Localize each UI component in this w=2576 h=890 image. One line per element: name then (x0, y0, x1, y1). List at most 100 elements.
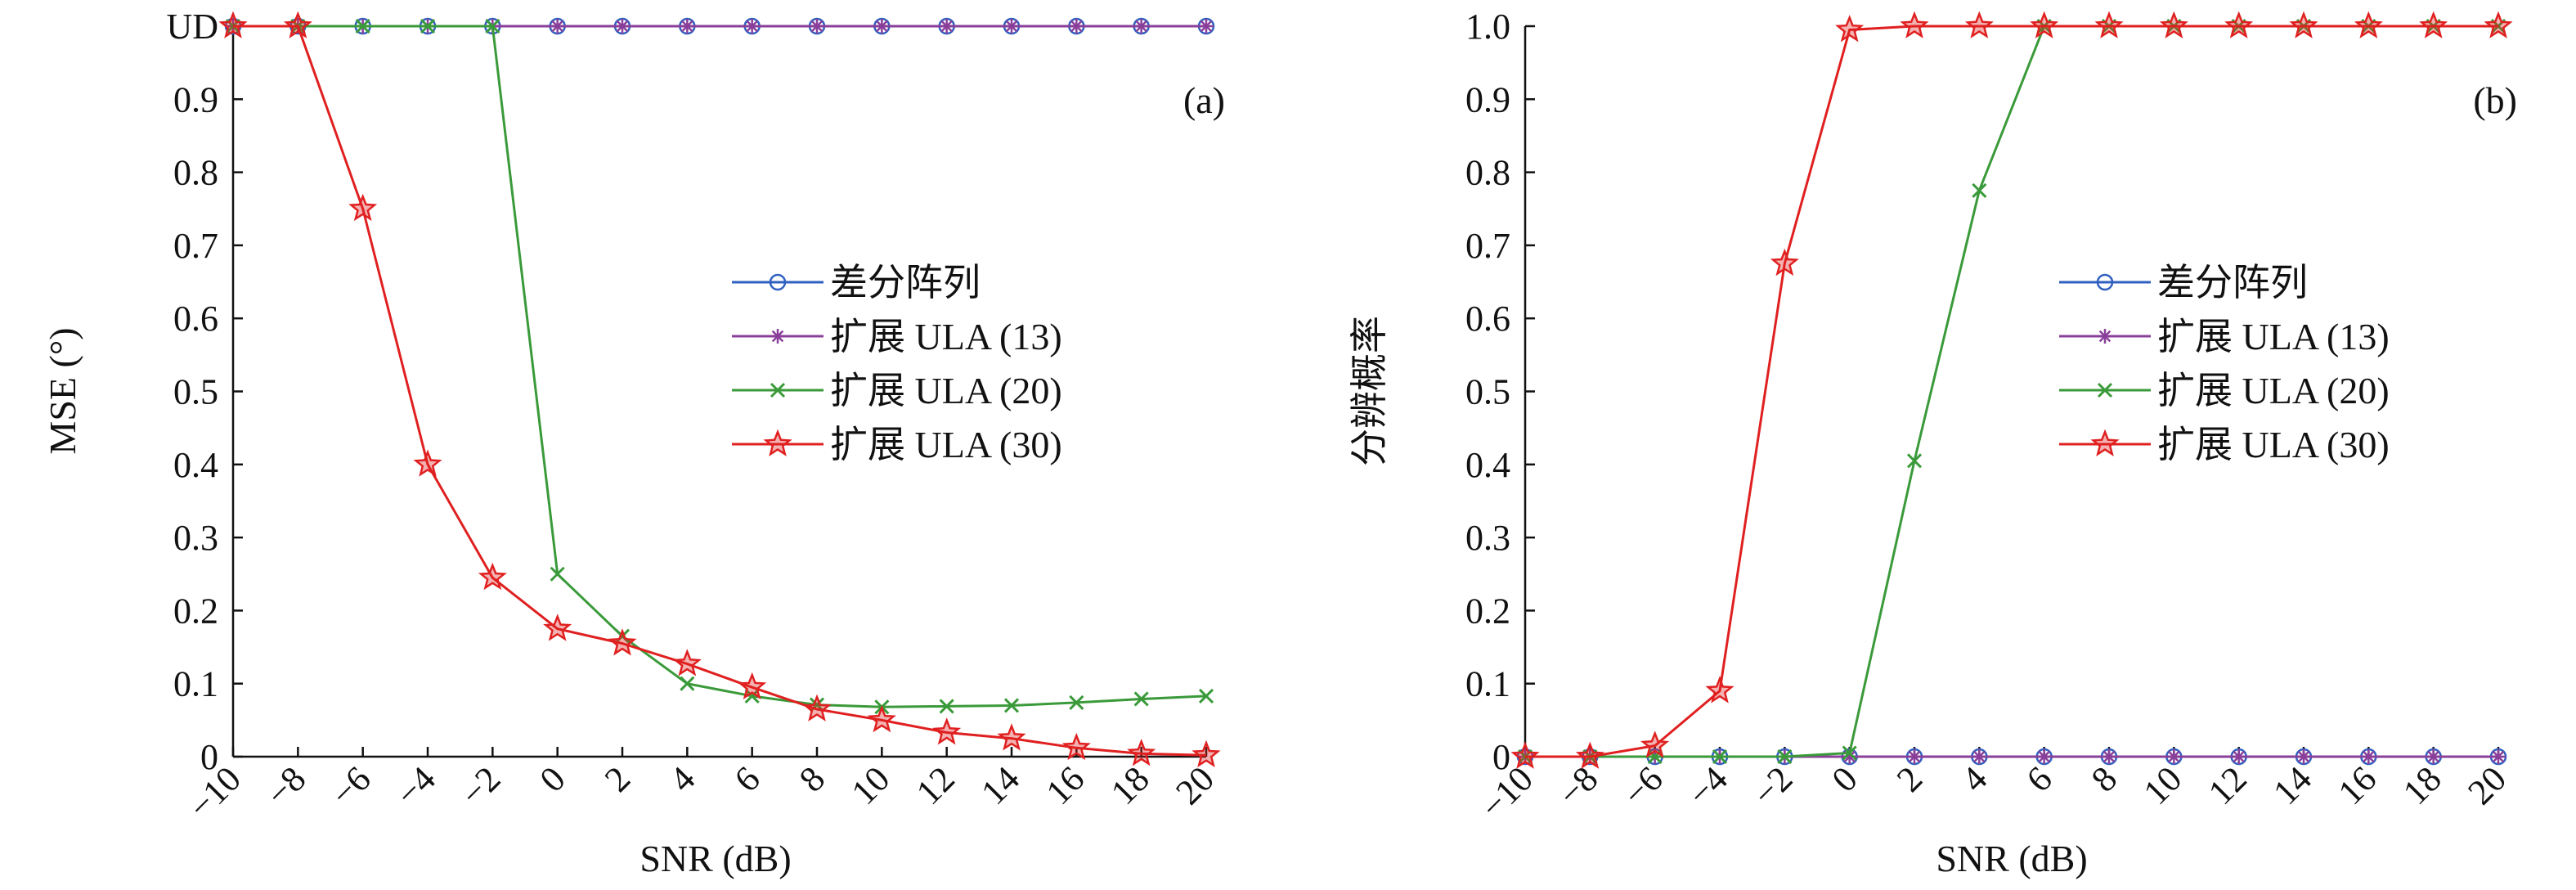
y-tick-label: 0.5 (173, 372, 218, 412)
x-tick-label: 16 (1039, 758, 1093, 812)
legend-marker (2090, 429, 2120, 456)
legend-marker (2098, 329, 2112, 344)
data-point (2289, 11, 2318, 38)
data-point (283, 11, 312, 38)
x-tick-label: 0 (1824, 758, 1865, 799)
data-point (1705, 676, 1735, 703)
x-tick-label: 14 (973, 758, 1027, 812)
y-tick-label: 0.2 (173, 591, 218, 631)
y-tick-label: 0.4 (173, 445, 218, 485)
x-tick-label: 10 (2136, 758, 2190, 812)
data-point (420, 18, 436, 34)
x-tick-label: 20 (1168, 758, 1222, 812)
data-point (1842, 745, 1857, 761)
data-point (1198, 688, 1214, 703)
x-tick-label: 12 (2201, 758, 2255, 812)
x-tick-label: 12 (909, 758, 963, 812)
x-tick-label: −4 (388, 758, 443, 814)
series-4 (1510, 11, 2513, 769)
data-point (1770, 248, 1799, 276)
data-point (2491, 749, 2506, 764)
data-point (608, 628, 637, 656)
x-tick-label: 2 (1889, 758, 1930, 799)
legend-label: 扩展 ULA (13) (830, 316, 1062, 357)
data-point (1133, 691, 1149, 707)
data-point (1964, 11, 1994, 38)
data-point (2224, 11, 2254, 38)
data-point (939, 19, 954, 34)
chart-panel-b: 00.10.20.30.40.50.60.70.80.91.0−10 −8 −6 −4… (1349, 7, 2517, 879)
data-point (348, 193, 378, 222)
data-point (672, 649, 702, 676)
data-point (1972, 749, 1987, 764)
x-tick-label: 8 (2084, 758, 2125, 799)
legend-marker (770, 382, 786, 398)
y-tick-label: 0.9 (1465, 79, 1510, 119)
data-point (1972, 182, 1987, 198)
y-tick-label: 0.2 (1465, 591, 1510, 631)
y-tick-label: 0.5 (1465, 372, 1510, 412)
data-point (2102, 749, 2116, 764)
y-axis-title: MSE (°) (42, 327, 83, 454)
x-tick-label: 18 (1103, 758, 1157, 812)
legend-item: 扩展 ULA (13) (732, 316, 1062, 357)
data-point (1835, 15, 1865, 43)
legend-marker (763, 429, 792, 456)
x-tick-label: 14 (2265, 758, 2319, 812)
data-point (1510, 741, 1540, 769)
data-point (802, 694, 832, 721)
y-tick-label: 0.3 (173, 518, 218, 558)
legend-marker (2097, 382, 2113, 398)
data-point (543, 614, 572, 641)
legend-item: 扩展 ULA (20) (732, 370, 1062, 411)
data-point (1069, 19, 1084, 34)
x-tick-label: 20 (2460, 758, 2514, 812)
x-axis-title: SNR (dB) (640, 838, 791, 879)
data-point (680, 19, 695, 34)
legend-label: 差分阵列 (2157, 262, 2308, 303)
legend-label: 差分阵列 (830, 262, 981, 303)
data-point (1127, 738, 1156, 766)
x-tick-label: 6 (727, 758, 768, 799)
data-point (1647, 748, 1663, 765)
data-point (2159, 11, 2188, 38)
data-point (680, 676, 695, 691)
y-tick-label: 0.8 (173, 153, 218, 193)
legend-marker (770, 329, 785, 344)
data-point (614, 628, 631, 644)
data-point (2094, 11, 2124, 38)
data-point (874, 19, 890, 34)
data-point (2296, 749, 2311, 764)
panel-label: (a) (1183, 79, 1225, 121)
legend-item: 差分阵列 (2059, 262, 2308, 303)
y-tick-label: 0.1 (1465, 664, 1510, 704)
data-point (1004, 19, 1019, 34)
y-tick-label: 0.7 (1465, 226, 1510, 266)
data-point (550, 566, 565, 582)
data-point (738, 672, 767, 700)
x-tick-label: −6 (1615, 758, 1671, 814)
data-point (615, 19, 630, 34)
x-tick-label: −6 (323, 758, 379, 814)
x-tick-label: 4 (1954, 758, 1995, 799)
legend-item: 扩展 ULA (30) (732, 424, 1062, 465)
data-point (932, 717, 962, 745)
legend-marker (2096, 273, 2114, 291)
data-point (1069, 694, 1084, 710)
data-point (2361, 749, 2376, 764)
legend-label: 扩展 ULA (20) (2157, 370, 2390, 411)
x-tick-label: 6 (2019, 758, 2060, 799)
data-point (2419, 11, 2448, 38)
data-point (355, 18, 370, 34)
series-line (233, 25, 1207, 757)
y-tick-label: 0.9 (173, 79, 218, 119)
legend-label: 扩展 ULA (30) (830, 424, 1062, 465)
y-tick-label: 1.0 (1465, 7, 1510, 47)
legend-item: 扩展 ULA (20) (2059, 370, 2390, 411)
data-point (550, 19, 565, 34)
series-line (1525, 25, 2498, 758)
legend-label: 扩展 ULA (30) (2157, 424, 2390, 465)
